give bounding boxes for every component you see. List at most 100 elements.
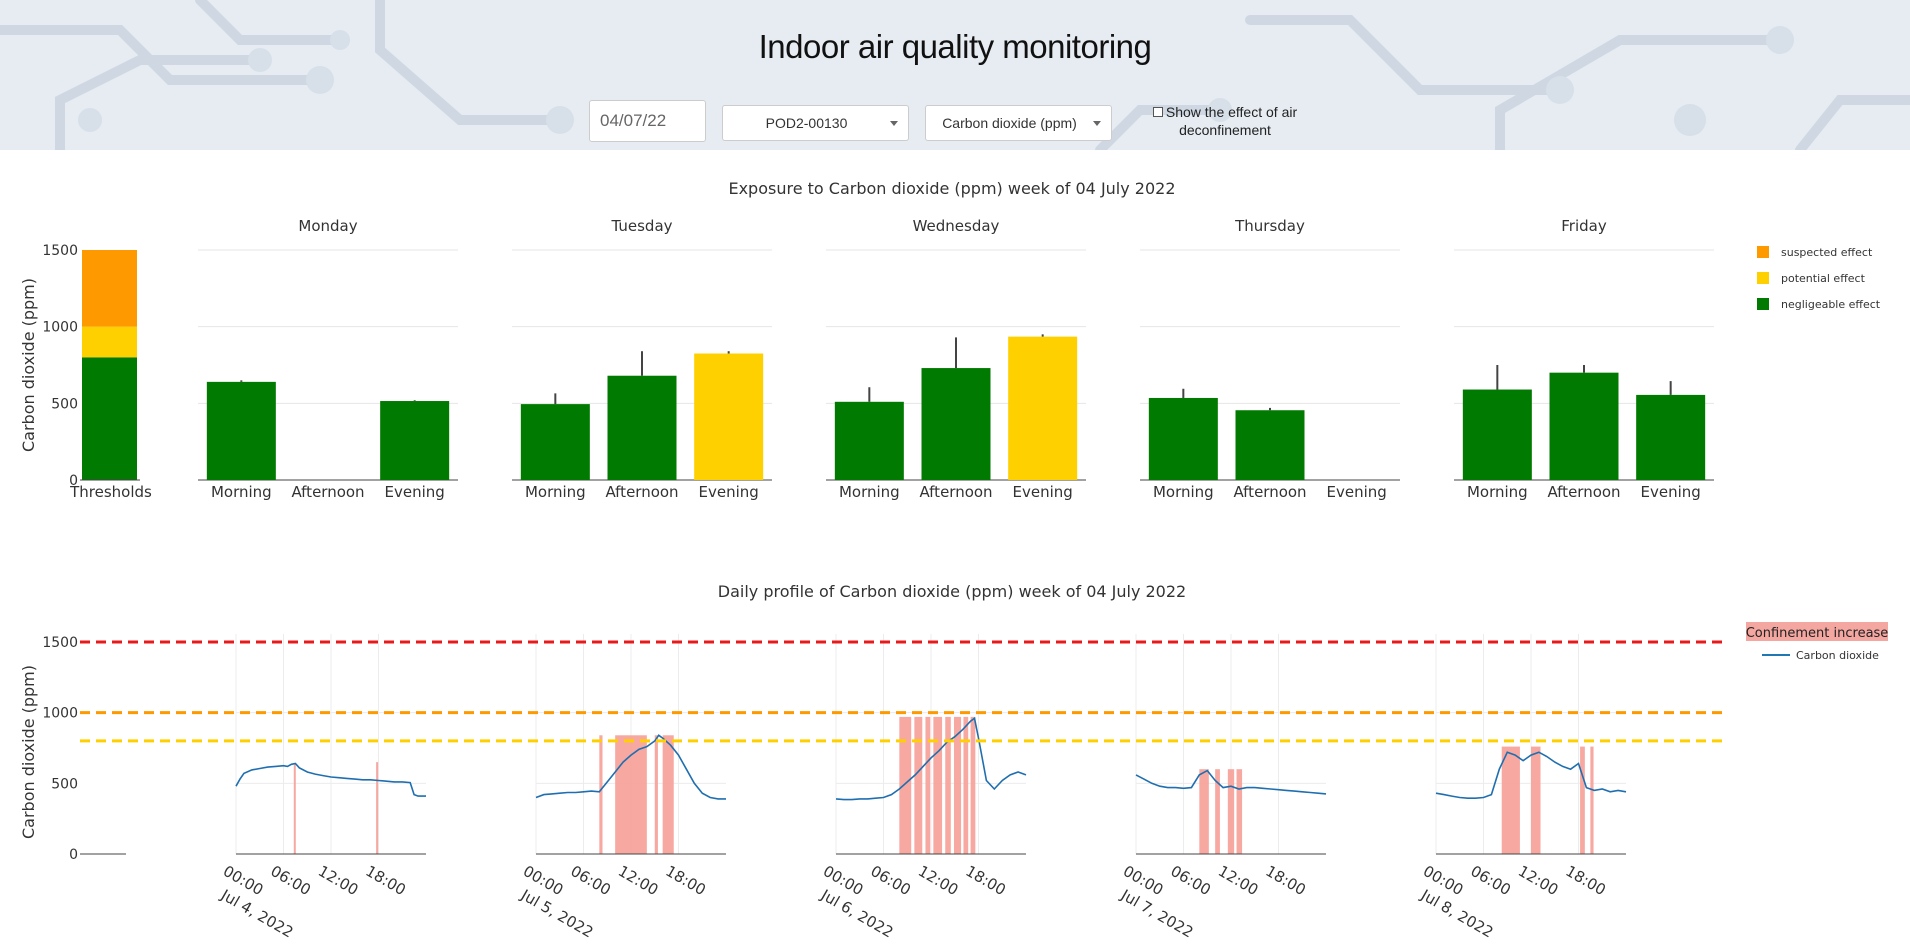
confinement-increase-area <box>945 716 951 854</box>
confinement-increase-area <box>1531 746 1541 854</box>
date-tick-label: Jul 8, 2022 <box>1417 885 1496 941</box>
category-label: Evening <box>385 483 445 501</box>
bar-ytick-label: 0 <box>69 473 78 489</box>
time-tick-label: 18:00 <box>1563 862 1609 899</box>
date-tick-label: Jul 6, 2022 <box>817 885 896 941</box>
chevron-down-icon <box>890 121 898 126</box>
confinement-increase-area <box>1236 769 1243 854</box>
category-label: Evening <box>1013 483 1073 501</box>
day-label-friday: Friday <box>1561 217 1607 235</box>
time-tick-label: 12:00 <box>615 862 661 899</box>
chevron-down-icon <box>1093 121 1101 126</box>
bar-ytick-label: 500 <box>51 396 78 412</box>
confinement-increase-area <box>914 716 923 854</box>
legend-swatch <box>1757 272 1769 284</box>
category-label: Evening <box>699 483 759 501</box>
category-label: Afternoon <box>1233 483 1306 501</box>
carbon-dioxide-line <box>235 762 426 797</box>
pod-select[interactable]: POD2-00130 <box>722 105 909 141</box>
category-label: Morning <box>525 483 586 501</box>
bar-ytick-label: 1500 <box>42 243 78 259</box>
pollutant-select[interactable]: Carbon dioxide (ppm) <box>925 105 1112 141</box>
bar <box>607 375 677 480</box>
line-ytick-label: 0 <box>69 847 78 863</box>
time-tick-label: 00:00 <box>820 862 866 899</box>
carbon-dioxide-line <box>835 716 1027 801</box>
chart-panel <box>6 150 1910 945</box>
time-tick-label: 18:00 <box>663 862 709 899</box>
bar <box>1549 372 1619 480</box>
carbon-dioxide-line <box>1135 769 1327 795</box>
confinement-increase-area <box>963 716 969 854</box>
confinement-increase-area <box>293 763 296 854</box>
line-ytick-label: 1000 <box>42 706 78 722</box>
time-tick-label: 12:00 <box>315 862 361 899</box>
deconfinement-toggle[interactable]: Show the effect of air deconfinement <box>1150 103 1300 139</box>
line-ytick-label: 1500 <box>42 635 78 651</box>
threshold-band <box>82 250 137 327</box>
line-chart-ylabel: Carbon dioxide (ppm) <box>19 665 38 839</box>
time-tick-label: 00:00 <box>220 862 266 899</box>
deconfinement-checkbox[interactable] <box>1152 107 1163 117</box>
legend-co2-label: Carbon dioxide <box>1796 649 1879 662</box>
confinement-increase-area <box>970 716 976 854</box>
carbon-dioxide-line <box>535 734 726 800</box>
confinement-increase-area <box>599 735 603 854</box>
time-tick-label: 00:00 <box>1120 862 1166 899</box>
confinement-increase-area <box>933 716 943 854</box>
bar <box>694 353 764 480</box>
time-tick-label: 18:00 <box>363 862 409 899</box>
confinement-increase-area <box>953 716 962 854</box>
line-chart-title: Daily profile of Carbon dioxide (ppm) we… <box>718 582 1186 601</box>
time-tick-label: 06:00 <box>1468 862 1514 899</box>
confinement-increase-area <box>1580 746 1585 854</box>
date-input[interactable]: 04/07/22 <box>589 100 706 142</box>
header-banner <box>0 0 1910 150</box>
pod-select-value: POD2-00130 <box>765 115 848 131</box>
bar <box>520 404 590 480</box>
category-label: Morning <box>839 483 900 501</box>
bar <box>1462 389 1532 480</box>
time-tick-label: 06:00 <box>1168 862 1214 899</box>
confinement-increase-area <box>376 762 379 854</box>
date-tick-label: Jul 4, 2022 <box>217 885 296 941</box>
category-label: Evening <box>1327 483 1387 501</box>
bar <box>1235 410 1305 480</box>
bar <box>834 401 904 480</box>
category-label: Morning <box>1153 483 1214 501</box>
confinement-increase-area <box>1590 746 1594 854</box>
bar <box>206 381 276 480</box>
confinement-increase-area <box>1215 769 1220 854</box>
time-tick-label: 06:00 <box>568 862 614 899</box>
confinement-increase-area <box>1227 769 1235 854</box>
legend-confinement-swatch <box>1746 622 1888 641</box>
legend-label: negligeable effect <box>1781 298 1881 311</box>
carbon-dioxide-line <box>1435 751 1627 800</box>
threshold-band <box>82 357 137 480</box>
confinement-increase-area <box>1199 769 1209 854</box>
bar <box>380 401 450 480</box>
confinement-increase-area <box>662 735 674 854</box>
circuit-background <box>0 0 1910 150</box>
time-tick-label: 06:00 <box>868 862 914 899</box>
category-label: Morning <box>1467 483 1528 501</box>
category-label: Afternoon <box>291 483 364 501</box>
confinement-increase-area <box>1501 746 1520 854</box>
bar-chart-ylabel: Carbon dioxide (ppm) <box>19 278 38 452</box>
date-tick-label: Jul 7, 2022 <box>1117 885 1196 941</box>
category-label: Afternoon <box>919 483 992 501</box>
date-tick-label: Jul 5, 2022 <box>517 885 596 941</box>
time-tick-label: 06:00 <box>268 862 314 899</box>
time-tick-label: 18:00 <box>1263 862 1309 899</box>
category-label: Morning <box>211 483 272 501</box>
legend-confinement-label: Confinement increase <box>1746 626 1889 641</box>
bar <box>1008 336 1078 480</box>
legend-label: potential effect <box>1781 272 1866 285</box>
day-label-tuesday: Tuesday <box>610 217 672 235</box>
confinement-increase-area <box>654 735 658 854</box>
deconfinement-checkbox-label: Show the effect of air deconfinement <box>1165 104 1298 138</box>
confinement-increase-area <box>615 735 647 854</box>
threshold-band <box>82 326 137 358</box>
legend-label: suspected effect <box>1781 246 1873 259</box>
time-tick-label: 12:00 <box>915 862 961 899</box>
